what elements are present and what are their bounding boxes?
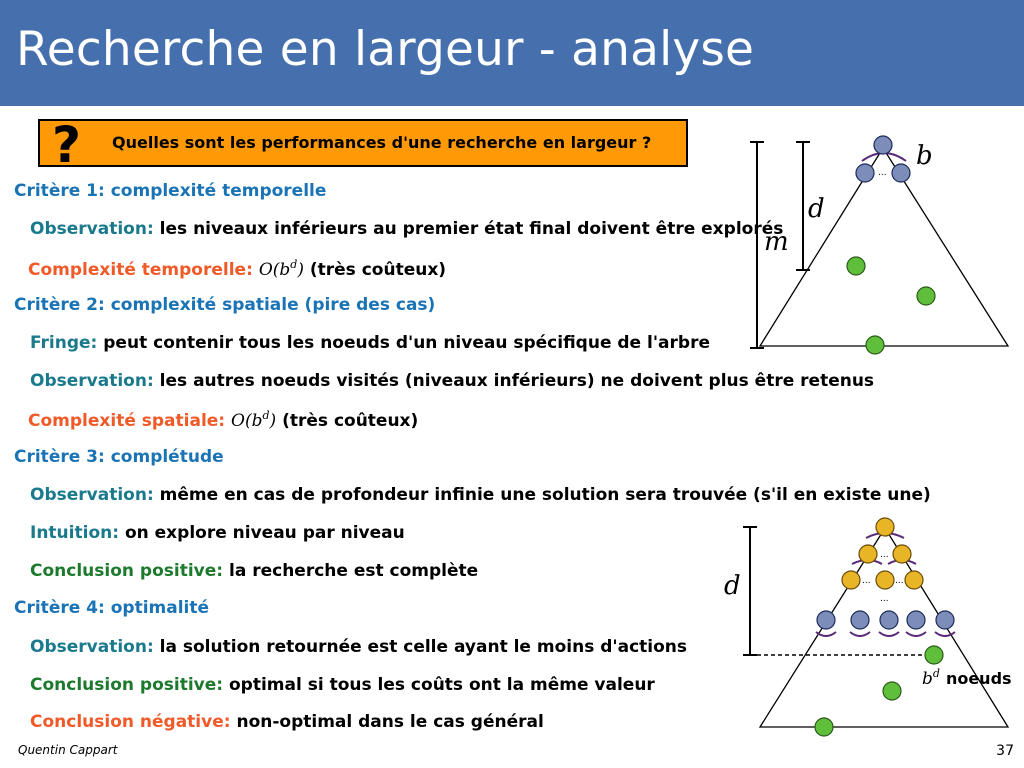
branching-arc (934, 631, 956, 637)
expanded-node (892, 544, 912, 564)
criterion-item: Fringe: peut contenir tous les noeuds d'… (30, 333, 710, 353)
item-label: Observation: (30, 219, 154, 239)
goal-node (814, 717, 834, 737)
item-text: la recherche est complète (229, 561, 479, 581)
bottom-tree-figure: d ... ... ... ... (724, 517, 1012, 737)
branching-arc (815, 631, 837, 637)
criterion-heading: Critère 3: complétude (14, 447, 224, 467)
item-label: Conclusion positive: (30, 561, 224, 581)
question-box: ? Quelles sont les performances d'une re… (38, 116, 688, 174)
branching-arc (849, 631, 871, 637)
criterion-heading: Critère 2: complexité spatiale (pire des… (14, 295, 436, 315)
formula-base: O(b (258, 260, 291, 280)
item-text: (très coûteux) (282, 411, 419, 431)
item-label: Fringe: (30, 333, 98, 353)
item-label: Complexité temporelle: (28, 260, 253, 280)
label-bd-nodes: bd noeuds (922, 667, 1012, 689)
question-mark-icon: ? (52, 116, 82, 174)
ellipsis: ... (862, 576, 871, 586)
ellipsis: ... (878, 168, 887, 178)
item-label: Conclusion positive: (30, 675, 224, 695)
item-text: même en cas de profondeur infinie une so… (159, 485, 931, 505)
branching-arc (905, 631, 927, 637)
big-o-formula: O(bd) (258, 258, 304, 280)
expanded-node (858, 544, 878, 564)
item-text: optimal si tous les coûts ont la même va… (229, 675, 655, 695)
expanded-node (875, 517, 895, 537)
frontier-node (816, 610, 836, 630)
item-text: on explore niveau par niveau (124, 523, 405, 543)
label-d: d (808, 194, 825, 224)
item-text: peut contenir tous les noeuds d'un nivea… (103, 333, 710, 353)
formula-base: O(b (231, 411, 263, 431)
label-m: m (764, 227, 789, 257)
expanded-node (904, 570, 924, 590)
item-text: les autres noeuds visités (niveaux infér… (159, 371, 875, 391)
goal-node (846, 256, 866, 276)
child-node (891, 163, 911, 183)
expanded-node (875, 570, 895, 590)
footer-author: Quentin Cappart (18, 743, 118, 757)
item-text: la solution retournée est celle ayant le… (159, 637, 688, 657)
frontier-node (850, 610, 870, 630)
goal-node (865, 335, 885, 355)
expanded-node (841, 570, 861, 590)
item-label: Intuition: (30, 523, 120, 543)
frontier-node (879, 610, 899, 630)
child-node (855, 163, 875, 183)
criterion-item: Observation: les niveaux inférieurs au p… (30, 219, 783, 239)
ellipsis: ... (880, 550, 889, 560)
item-label: Observation: (30, 371, 154, 391)
criterion-heading: Critère 4: optimalité (14, 598, 210, 618)
criterion-item: Conclusion positive: la recherche est co… (30, 561, 478, 581)
ellipsis: ... (895, 576, 904, 586)
top-tree-figure: m d b ... (750, 135, 1010, 355)
frontier-node (906, 610, 926, 630)
formula-close: ) (269, 411, 277, 431)
item-label: Observation: (30, 637, 154, 657)
formula-exponent: d (262, 409, 270, 422)
item-label: Complexité spatiale: (28, 411, 226, 431)
formula-exponent: d (290, 258, 298, 271)
page-number: 37 (996, 743, 1014, 759)
criterion-item: Complexité spatiale: O(bd) (très coûteux… (28, 409, 418, 431)
item-text: les niveaux inférieurs au premier état f… (159, 219, 784, 239)
big-o-formula: O(bd) (231, 409, 277, 431)
criterion-item: Intuition: on explore niveau par niveau (30, 523, 405, 543)
question-text: Quelles sont les performances d'une rech… (112, 133, 652, 152)
goal-node (924, 645, 944, 665)
item-label: Observation: (30, 485, 154, 505)
goal-node (916, 286, 936, 306)
criterion-item: Observation: les autres noeuds visités (… (30, 371, 874, 391)
criterion-item: Complexité temporelle: O(bd) (très coûte… (28, 258, 446, 280)
branching-arc (878, 631, 900, 637)
frontier-node (935, 610, 955, 630)
slide-header: Recherche en largeur - analyse (0, 0, 1024, 106)
criterion-heading: Critère 1: complexité temporelle (14, 181, 327, 201)
criterion-item: Observation: la solution retournée est c… (30, 637, 687, 657)
criterion-item: Conclusion positive: optimal si tous les… (30, 675, 655, 695)
criterion-item: Conclusion négative: non-optimal dans le… (30, 712, 544, 732)
item-text: non-optimal dans le cas général (236, 712, 544, 732)
goal-node (882, 681, 902, 701)
slide-title: Recherche en largeur - analyse (16, 22, 755, 77)
item-label: Conclusion négative: (30, 712, 231, 732)
label-b: b (916, 141, 933, 171)
formula-close: ) (297, 260, 304, 280)
ellipsis: ... (880, 594, 889, 604)
item-text: (très coûteux) (309, 260, 447, 280)
root-node (873, 135, 893, 155)
criterion-item: Observation: même en cas de profondeur i… (30, 485, 931, 505)
label-d: d (724, 571, 741, 601)
